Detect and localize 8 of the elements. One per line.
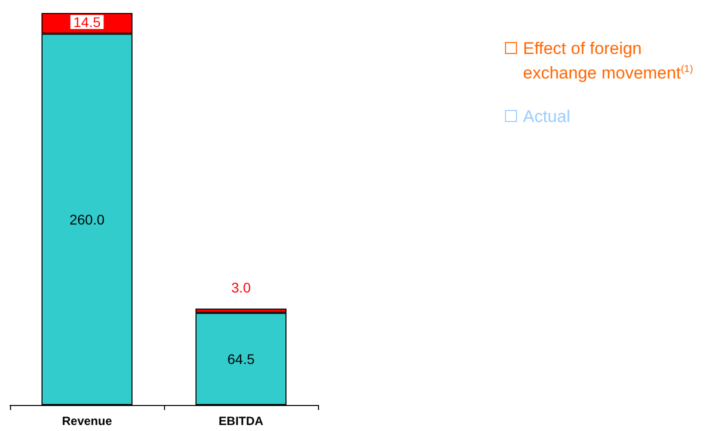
data-label: 260.0 (69, 211, 105, 228)
data-label: 64.5 (227, 350, 255, 367)
data-label: 3.0 (231, 280, 251, 296)
data-label: 14.5 (73, 14, 101, 30)
x-tick-label: EBITDA (218, 414, 264, 428)
text: Effect of foreign exchange movement$^{(1)}$ (523, 38, 694, 84)
text: Actual (523, 106, 570, 127)
x-tick-label: Revenue (62, 414, 112, 428)
